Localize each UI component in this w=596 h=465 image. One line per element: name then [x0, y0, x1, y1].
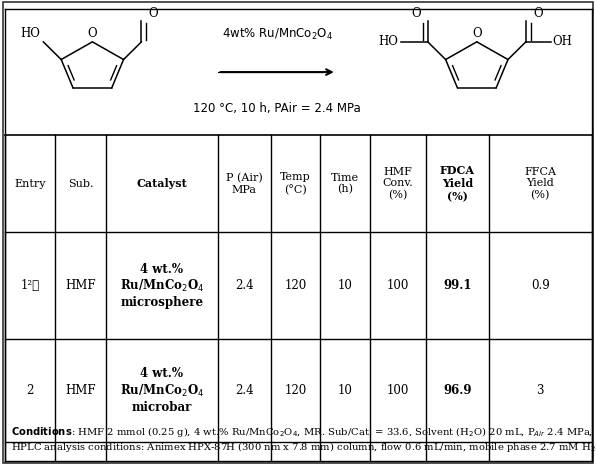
Text: HMF: HMF	[65, 279, 96, 292]
Text: O: O	[533, 7, 542, 20]
Text: Time
(h): Time (h)	[331, 173, 359, 195]
Text: 10: 10	[337, 384, 352, 397]
Text: 10: 10	[337, 279, 352, 292]
Text: Temp
(°C): Temp (°C)	[280, 173, 311, 195]
Text: HMF: HMF	[65, 384, 96, 397]
Text: 100: 100	[387, 384, 409, 397]
Text: 1²⧏: 1²⧏	[20, 279, 39, 292]
Text: Catalyst: Catalyst	[136, 178, 187, 189]
Text: 2.4: 2.4	[235, 384, 254, 397]
Text: $\bf{Conditions}$: HMF 2 mmol (0.25 g), 4 wt.% Ru/MnCo$_2$O$_4$, MR. Sub/Cat. = : $\bf{Conditions}$: HMF 2 mmol (0.25 g), …	[11, 425, 596, 439]
Text: HPLC analysis conditions: Animex HPX-87H (300 nm x 7.8 mm) column, flow 0.6 mL/m: HPLC analysis conditions: Animex HPX-87H…	[11, 439, 596, 454]
Text: 4 wt.%
Ru/MnCo$_2$O$_4$
microbar: 4 wt.% Ru/MnCo$_2$O$_4$ microbar	[120, 367, 204, 414]
Text: HO: HO	[20, 27, 41, 40]
Text: O: O	[472, 27, 482, 40]
Text: 100: 100	[387, 279, 409, 292]
Text: 4 wt.%
Ru/MnCo$_2$O$_4$
microsphere: 4 wt.% Ru/MnCo$_2$O$_4$ microsphere	[120, 263, 204, 309]
Text: FDCA
Yield
(%): FDCA Yield (%)	[440, 166, 475, 202]
Text: FFCA
Yield
(%): FFCA Yield (%)	[524, 167, 556, 200]
Text: 120: 120	[284, 384, 307, 397]
Text: 96.9: 96.9	[443, 384, 471, 397]
Text: O: O	[411, 7, 421, 20]
Text: 0.9: 0.9	[531, 279, 550, 292]
Text: 4wt% Ru/MnCo$_2$O$_4$: 4wt% Ru/MnCo$_2$O$_4$	[222, 27, 333, 42]
Text: HMF
Conv.
(%): HMF Conv. (%)	[383, 167, 413, 200]
FancyBboxPatch shape	[3, 2, 593, 463]
Text: 3: 3	[536, 384, 544, 397]
Text: Entry: Entry	[14, 179, 45, 189]
Text: 2: 2	[26, 384, 33, 397]
Text: HO: HO	[378, 35, 398, 48]
Text: 2.4: 2.4	[235, 279, 254, 292]
Text: Sub.: Sub.	[68, 179, 93, 189]
Text: 120 °C, 10 h, PAir = 2.4 MPa: 120 °C, 10 h, PAir = 2.4 MPa	[193, 102, 361, 115]
Text: 99.1: 99.1	[443, 279, 471, 292]
Text: O: O	[88, 27, 97, 40]
Text: O: O	[148, 7, 158, 20]
Text: OH: OH	[552, 35, 573, 48]
Text: P (Air)
MPa: P (Air) MPa	[226, 173, 263, 195]
Text: 120: 120	[284, 279, 307, 292]
